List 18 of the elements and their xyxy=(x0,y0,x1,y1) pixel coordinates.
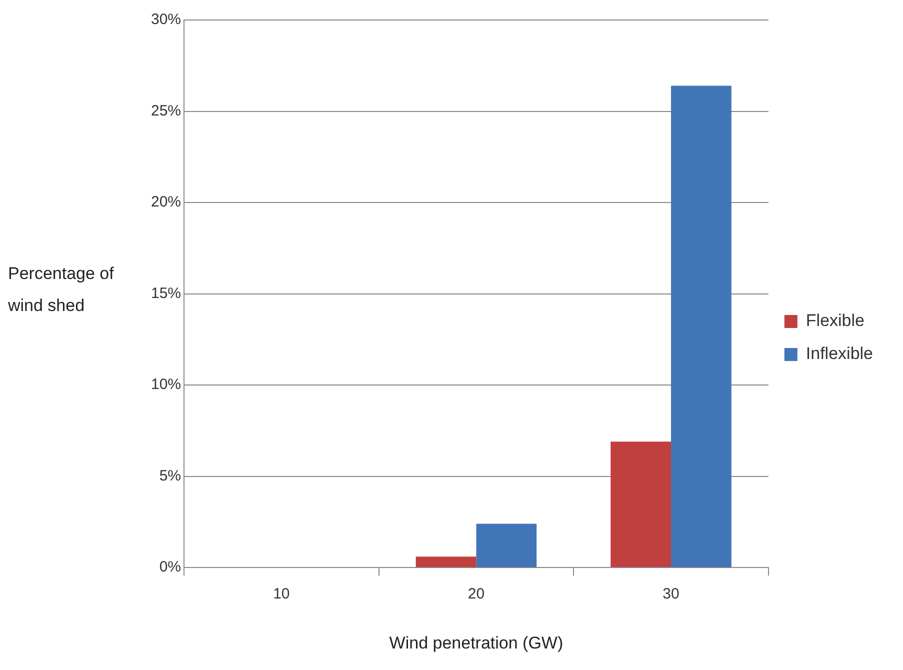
x-tick-label: 30 xyxy=(662,586,680,603)
x-tick-label: 20 xyxy=(468,586,485,603)
y-tick-label: 30% xyxy=(150,11,182,28)
legend-label: Inflexible xyxy=(806,344,874,364)
y-axis-title: Percentage of wind shed xyxy=(8,263,115,317)
bar xyxy=(416,556,476,568)
bar xyxy=(610,442,672,568)
y-tick-label: 20% xyxy=(150,194,182,211)
x-tick-label: 10 xyxy=(273,586,290,603)
x-axis-title: Wind penetration (GW) xyxy=(389,633,564,652)
y-tick-label: 5% xyxy=(159,467,182,484)
y-tick-label: 0% xyxy=(159,558,182,576)
y-tick-label: 25% xyxy=(150,102,182,120)
bar xyxy=(476,524,537,568)
y-tick-label: 15% xyxy=(150,284,182,302)
bar xyxy=(671,86,732,568)
y-tick-label: 10% xyxy=(150,376,182,394)
legend-label: Flexible xyxy=(806,311,864,330)
